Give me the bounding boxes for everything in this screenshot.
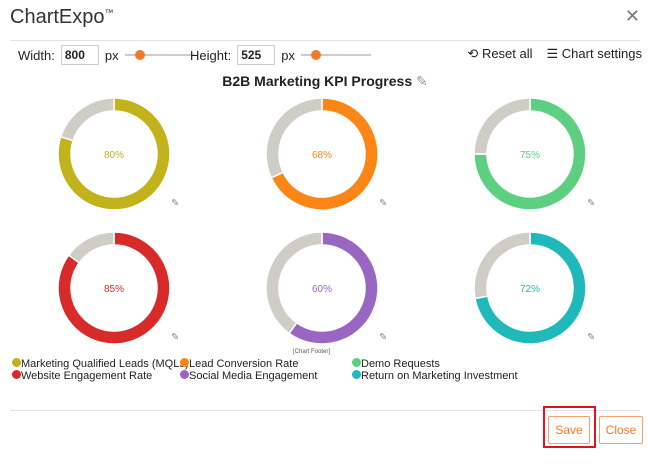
donut-remainder-arc [265, 231, 323, 335]
legend-swatch [12, 370, 21, 379]
legend-label: Lead Conversion Rate [189, 358, 299, 370]
close-button[interactable]: Close [599, 416, 643, 444]
legend-item[interactable]: Return on Marketing Investment [352, 370, 518, 382]
right-tools: ⟲ Reset all ☰ Chart settings [467, 46, 642, 62]
pencil-icon[interactable]: ✎ [416, 73, 428, 89]
width-control: Width: 800 px [18, 45, 195, 65]
donut-remainder-arc [265, 97, 323, 179]
pencil-icon[interactable]: ✎ [379, 332, 387, 343]
donut-value-arc[interactable] [57, 231, 171, 345]
reset-label: Reset all [481, 46, 533, 61]
donut-label: 80% [104, 150, 124, 161]
pencil-icon[interactable]: ✎ [587, 332, 595, 343]
height-input[interactable]: 525 [237, 45, 276, 65]
legend-swatch [352, 358, 361, 367]
legend-item[interactable]: Social Media Engagement [180, 370, 317, 382]
legend-label: Return on Marketing Investment [361, 370, 518, 382]
width-unit: px [104, 47, 119, 63]
slider-knob[interactable] [310, 50, 321, 60]
legend-label: Website Engagement Rate [21, 370, 153, 382]
donut-label: 68% [312, 150, 332, 161]
width-slider[interactable] [124, 48, 195, 62]
height-unit: px [281, 47, 295, 63]
legend-item[interactable]: Website Engagement Rate [12, 370, 152, 382]
legend-label: Demo Requests [361, 358, 440, 370]
donut-chart: 80% ✎ 68% ✎ 75% ✎ 85% ✎ 60% ✎ 72% ✎ [57, 97, 595, 345]
legend-swatch [352, 370, 361, 379]
chart-settings-button[interactable]: ☰ Chart settings [547, 46, 642, 62]
donut-remainder-arc [59, 97, 115, 142]
legend-item[interactable]: Marketing Qualified Leads (MQLs) [12, 358, 189, 370]
chart-footer[interactable]: [Chart Footer] [293, 349, 331, 355]
reset-icon: ⟲ [467, 46, 479, 61]
legend-label: Marketing Qualified Leads (MQLs) [21, 358, 189, 370]
chart-title-text: B2B Marketing KPI Progress [222, 73, 413, 89]
donut-label: 72% [520, 284, 540, 295]
app-title: ChartExpo™ [10, 6, 114, 29]
trademark: ™ [104, 7, 114, 18]
height-label: Height: [190, 47, 232, 63]
legend-item[interactable]: Lead Conversion Rate [180, 358, 298, 370]
divider [10, 410, 640, 411]
legend-swatch [180, 358, 189, 367]
divider [10, 40, 640, 41]
slider-knob[interactable] [134, 50, 145, 60]
height-control: Height: 525 px [190, 45, 371, 65]
legend-swatch [12, 358, 21, 367]
width-input[interactable]: 800 [60, 45, 99, 65]
chart-title[interactable]: B2B Marketing KPI Progress ✎ [0, 73, 650, 90]
legend-swatch [180, 370, 189, 379]
pencil-icon[interactable]: ✎ [171, 198, 179, 209]
reset-all-button[interactable]: ⟲ Reset all [467, 46, 532, 62]
donut-label: 60% [312, 284, 332, 295]
sliders-icon: ☰ [546, 46, 559, 61]
app-title-text: ChartExpo [10, 6, 105, 28]
legend-label: Social Media Engagement [189, 370, 318, 382]
donut-value-arc[interactable] [57, 97, 171, 211]
settings-label: Chart settings [561, 46, 642, 61]
legend-item[interactable]: Demo Requests [352, 358, 440, 370]
close-icon[interactable]: ✕ [624, 6, 640, 26]
width-label: Width: [18, 47, 55, 63]
donut-remainder-arc [473, 231, 531, 300]
save-button[interactable]: Save [548, 416, 590, 444]
pencil-icon[interactable]: ✎ [171, 332, 179, 343]
pencil-icon[interactable]: ✎ [379, 198, 387, 209]
save-highlight [543, 406, 596, 448]
donut-remainder-arc [473, 97, 531, 155]
donut-value-arc[interactable] [270, 97, 379, 211]
height-slider[interactable] [300, 48, 371, 62]
donut-label: 85% [104, 284, 124, 295]
donut-value-arc[interactable] [473, 97, 587, 211]
donut-value-arc[interactable] [474, 231, 587, 345]
pencil-icon[interactable]: ✎ [587, 198, 595, 209]
donut-label: 75% [520, 150, 540, 161]
donut-remainder-arc [67, 231, 115, 264]
